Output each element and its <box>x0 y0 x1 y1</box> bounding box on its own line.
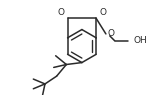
Text: O: O <box>58 8 65 17</box>
Text: OH: OH <box>133 36 147 45</box>
Text: O: O <box>108 29 115 38</box>
Text: O: O <box>99 8 106 17</box>
